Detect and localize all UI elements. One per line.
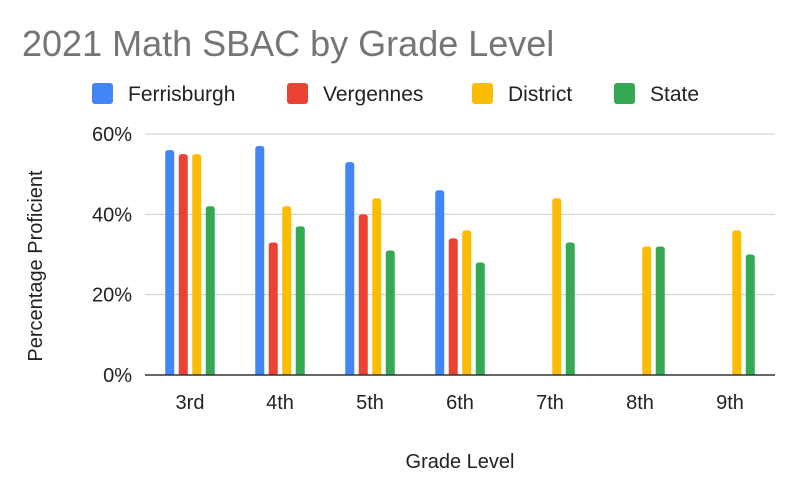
x-axis-ticks: 3rd 4th 5th 6th 7th 8th 9th bbox=[176, 392, 744, 414]
gridlines bbox=[145, 133, 775, 296]
y-axis-label: Percentage Proficient bbox=[25, 170, 47, 362]
bars bbox=[165, 146, 755, 375]
x-tick-label: 5th bbox=[356, 392, 384, 414]
chart-title: 2021 Math SBAC by Grade Level bbox=[22, 23, 554, 64]
y-axis-ticks: 0% 20% 40% 60% bbox=[92, 124, 132, 387]
legend-swatch-state bbox=[614, 83, 635, 104]
bar-vergennes-5th bbox=[358, 214, 368, 375]
legend-swatch-ferrisburgh bbox=[92, 83, 113, 104]
bar-ferrisburgh-5th bbox=[345, 162, 355, 375]
x-tick-label: 4th bbox=[266, 392, 294, 414]
bar-state-4th bbox=[295, 226, 305, 375]
x-axis-label: Grade Level bbox=[406, 451, 515, 473]
y-tick-label: 60% bbox=[92, 124, 132, 146]
bar-district-3rd bbox=[192, 154, 202, 375]
bar-district-4th bbox=[282, 206, 292, 375]
bar-vergennes-3rd bbox=[178, 154, 188, 375]
bar-state-6th bbox=[475, 262, 485, 375]
legend-swatch-vergennes bbox=[287, 83, 308, 104]
bar-district-7th bbox=[552, 198, 562, 375]
bar-district-6th bbox=[462, 230, 472, 375]
x-tick-label: 6th bbox=[446, 392, 474, 414]
bar-vergennes-4th bbox=[268, 242, 278, 375]
x-tick-label: 8th bbox=[626, 392, 654, 414]
bar-state-7th bbox=[565, 242, 575, 375]
legend: Ferrisburgh Vergennes District State bbox=[92, 83, 699, 106]
bar-state-8th bbox=[655, 246, 665, 375]
x-tick-label: 7th bbox=[536, 392, 564, 414]
bar-district-9th bbox=[732, 230, 742, 375]
bar-district-5th bbox=[372, 198, 382, 375]
y-tick-label: 40% bbox=[92, 204, 132, 226]
x-tick-label: 3rd bbox=[176, 392, 205, 414]
bar-state-5th bbox=[385, 250, 395, 375]
bar-ferrisburgh-6th bbox=[435, 190, 445, 375]
y-tick-label: 20% bbox=[92, 285, 132, 307]
bar-state-9th bbox=[745, 254, 755, 375]
legend-label-district: District bbox=[508, 83, 572, 106]
legend-swatch-district bbox=[472, 83, 493, 104]
legend-label-ferrisburgh: Ferrisburgh bbox=[128, 83, 235, 106]
bar-ferrisburgh-3rd bbox=[165, 150, 175, 375]
legend-label-vergennes: Vergennes bbox=[323, 83, 423, 106]
bar-vergennes-6th bbox=[448, 238, 458, 375]
legend-label-state: State bbox=[650, 83, 699, 106]
bar-state-3rd bbox=[205, 206, 215, 375]
x-tick-label: 9th bbox=[716, 392, 744, 414]
bar-ferrisburgh-4th bbox=[255, 146, 265, 375]
y-tick-label: 0% bbox=[103, 365, 132, 387]
bar-district-8th bbox=[642, 246, 652, 375]
